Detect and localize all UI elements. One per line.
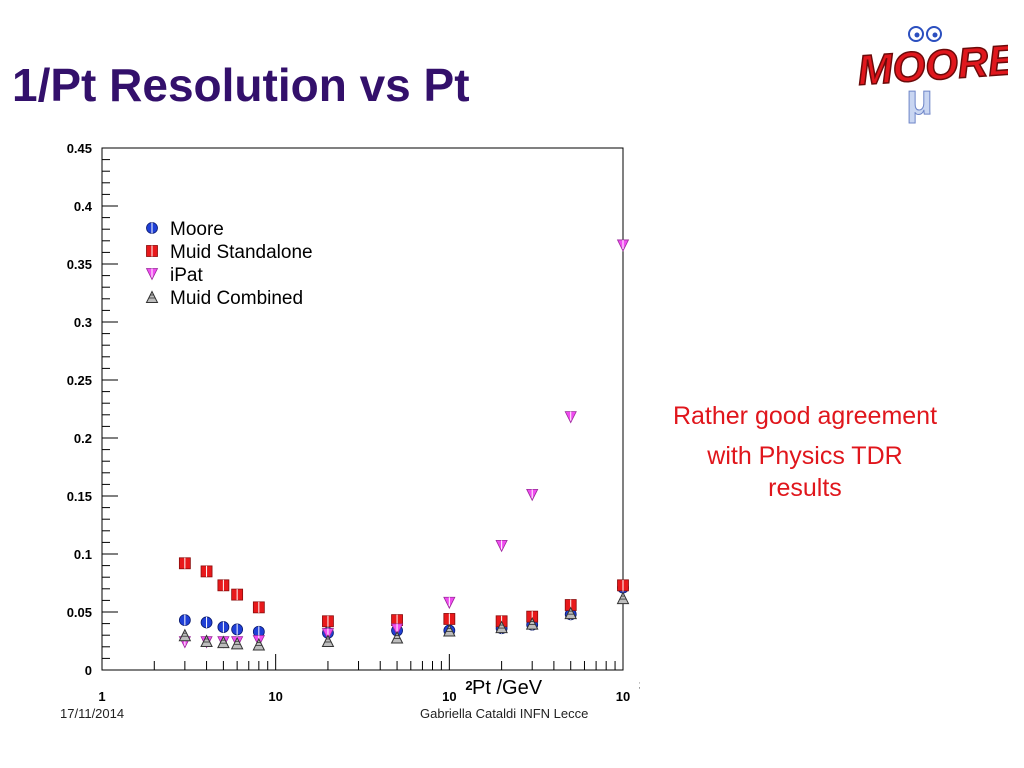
point-muid-combined [178, 628, 192, 642]
point-muid-combined [616, 591, 630, 605]
point-muid-combined [525, 616, 539, 630]
point-muid-combined [564, 606, 578, 620]
moore-logo: μ MOORE [855, 26, 1008, 125]
legend-label-ipat: iPat [170, 265, 203, 286]
x-tick-label: 1 [98, 689, 105, 704]
y-tick-label: 0.3 [74, 315, 92, 330]
footer-author: Gabriella Cataldi INFN Lecce [420, 706, 589, 721]
x-axis: 1 10 10 2 10 3 [98, 654, 640, 704]
y-tick-label: 0.1 [74, 547, 92, 562]
resolution-chart: 0 0.05 0.1 0.15 0.2 0.25 0.3 0.35 0.4 0.45 1 10 10 2… [67, 141, 640, 704]
y-tick-label: 0.05 [67, 605, 92, 620]
point-muid-combined [321, 634, 335, 647]
y-tick-label: 0.2 [74, 431, 92, 446]
data-points [178, 239, 630, 651]
point-muid-combined [443, 623, 456, 637]
y-tick-label: 0 [85, 663, 92, 678]
x-tick-exponent: 2 [465, 678, 472, 693]
x-axis-label: Pt /GeV [472, 677, 543, 699]
x-tick-exponent: 3 [639, 678, 640, 693]
y-tick-label: 0.45 [67, 141, 92, 156]
comment-line-2: with Physics TDR [707, 442, 903, 470]
legend-label-muid-combined: Muid Combined [170, 288, 303, 309]
y-tick-label: 0.15 [67, 489, 92, 504]
x-tick-label: 10 [616, 689, 630, 704]
point-muid-combined [200, 634, 213, 647]
y-tick-label: 0.4 [74, 199, 93, 214]
comment-line-3: results [768, 474, 842, 502]
slide-title: 1/Pt Resolution vs Pt [12, 59, 470, 111]
point-muid-combined [495, 620, 508, 634]
comment-text: Rather good agreement with Physics TDR r… [620, 402, 990, 503]
legend-label-moore: Moore [170, 219, 224, 240]
point-muid-combined [390, 630, 404, 644]
y-axis: 0 0.05 0.1 0.15 0.2 0.25 0.3 0.35 0.4 0.45 [67, 141, 118, 678]
logo-ghost: μ [906, 75, 933, 124]
y-tick-label: 0.35 [67, 257, 92, 272]
x-tick-label: 10 [442, 689, 456, 704]
plot-frame [101, 147, 624, 671]
comment-line-1: Rather good agreement [672, 402, 938, 430]
footer-date: 17/11/2014 [60, 706, 125, 721]
point-muid-combined [252, 637, 266, 651]
logo-text: MOORE [856, 36, 1008, 94]
y-tick-label: 0.25 [67, 373, 92, 388]
legend-label-muid-standalone: Muid Standalone [170, 242, 313, 263]
legend-marker-muid-combined [145, 290, 159, 303]
x-tick-label: 10 [268, 689, 282, 704]
point-muid-combined [230, 636, 244, 650]
point-muid-combined [217, 635, 230, 649]
